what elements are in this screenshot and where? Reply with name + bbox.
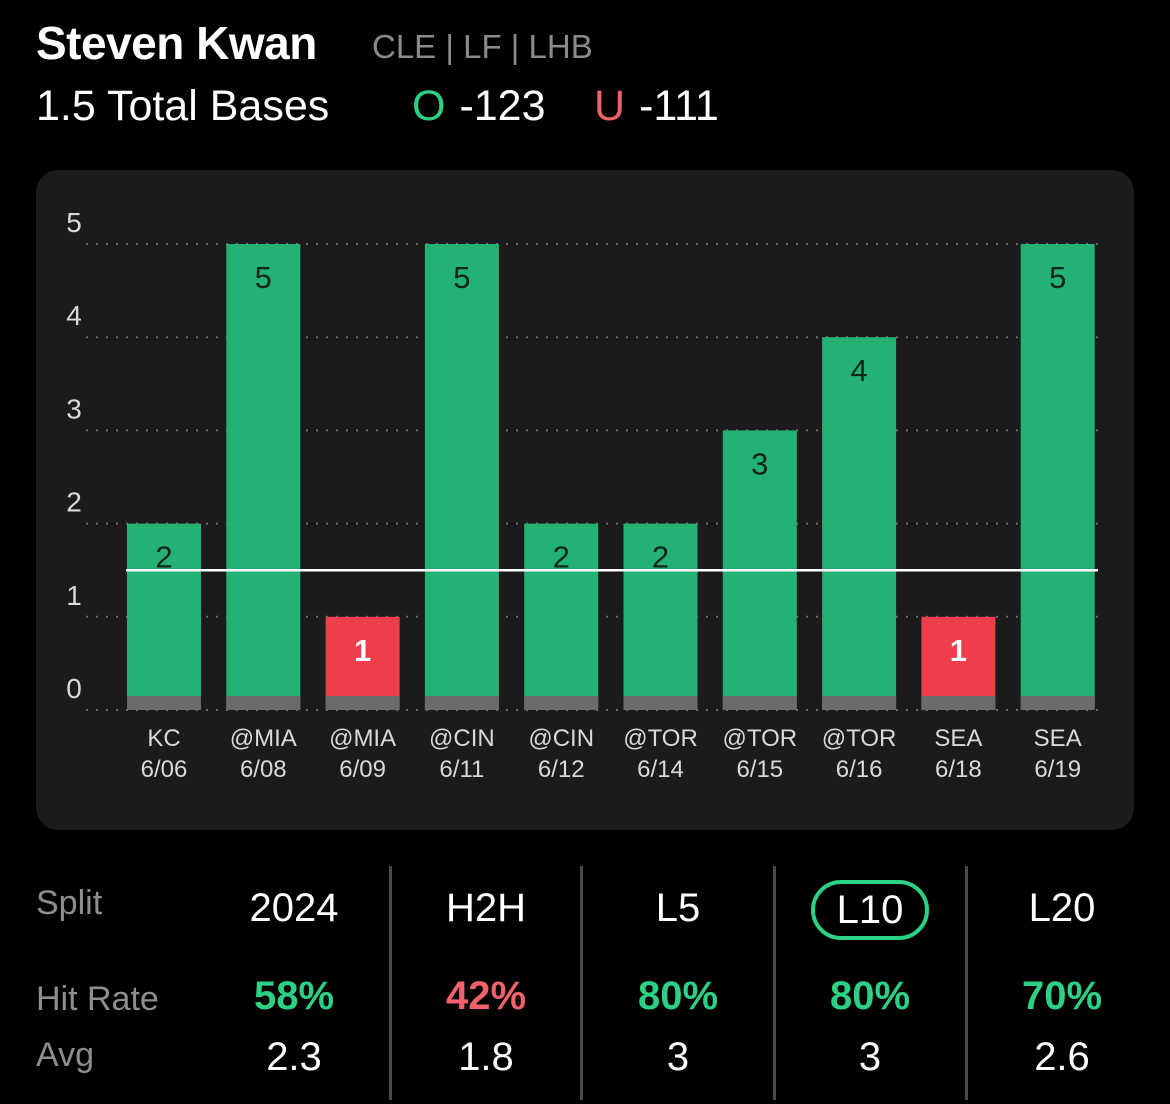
x-tick-date: 6/14 xyxy=(637,756,684,783)
x-tick-opponent: @CIN xyxy=(528,725,594,752)
avg-value: 3 xyxy=(666,1035,690,1079)
split-tab-l10[interactable]: L10 xyxy=(780,880,960,940)
avg-value: 2.3 xyxy=(266,1035,322,1079)
bar xyxy=(921,616,996,710)
bar-value-label: 5 xyxy=(1049,260,1066,295)
bar-value-label: 2 xyxy=(155,540,172,575)
bar-base xyxy=(524,696,599,710)
bar-base xyxy=(424,696,499,710)
bar-value-label: 2 xyxy=(553,540,570,575)
bar xyxy=(623,523,698,710)
x-tick-opponent: KC xyxy=(147,725,180,752)
split-row-label: Split xyxy=(36,884,103,922)
x-tick-opponent: @MIA xyxy=(230,725,297,752)
avg-row-label: Avg xyxy=(36,1036,94,1074)
avg-value: 3 xyxy=(858,1035,882,1079)
x-tick-opponent: @MIA xyxy=(329,725,396,752)
under-odds-value: -111 xyxy=(639,82,719,130)
x-tick-opponent: @CIN xyxy=(429,725,495,752)
player-meta: CLE | LF | LHB xyxy=(372,28,593,65)
x-tick-date: 6/09 xyxy=(339,756,386,783)
avg-value: 1.8 xyxy=(458,1035,514,1079)
y-tick-label: 1 xyxy=(66,580,82,611)
hit-rate-value: 80% xyxy=(829,974,911,1018)
bar xyxy=(524,523,599,710)
split-tab-l5[interactable]: L5 xyxy=(655,886,701,930)
x-tick-opponent: @TOR xyxy=(723,725,798,752)
game-log-chart: 0 1 2 3 4 5 2 KC 6/06 5 @MIA 6/08 1 @MIA 6/09 5 @CIN 6/11… xyxy=(36,170,1134,830)
bar-value-label: 1 xyxy=(354,633,371,668)
x-tick-opponent: @TOR xyxy=(822,725,897,752)
bar xyxy=(127,523,201,710)
bar-base xyxy=(1020,696,1095,710)
y-tick-label: 2 xyxy=(66,487,82,518)
column-divider xyxy=(773,866,776,1100)
x-tick-date: 6/08 xyxy=(240,756,287,783)
x-tick-date: 6/19 xyxy=(1034,756,1081,783)
bar-base xyxy=(325,696,400,710)
x-tick-date: 6/16 xyxy=(836,756,883,783)
under-odds[interactable]: U -111 xyxy=(594,82,719,131)
y-tick-label: 0 xyxy=(66,673,82,704)
y-tick-label: 3 xyxy=(66,393,82,424)
split-table: Split Hit Rate Avg 2024 58% 2.3 H2H 42% … xyxy=(0,860,1170,1104)
x-tick-date: 6/06 xyxy=(141,756,188,783)
over-letter: O xyxy=(412,82,446,130)
bar-value-label: 3 xyxy=(751,446,768,481)
bar-base xyxy=(226,696,301,710)
bar-base xyxy=(921,696,996,710)
hit-rate-value: 70% xyxy=(1021,974,1103,1018)
y-tick-label: 5 xyxy=(66,207,82,238)
bar xyxy=(226,244,301,710)
x-tick-date: 6/12 xyxy=(538,756,585,783)
bar-value-label: 4 xyxy=(850,353,867,388)
bar-base xyxy=(722,696,797,710)
column-divider xyxy=(580,866,583,1100)
split-tab-l20[interactable]: L20 xyxy=(1028,886,1096,930)
x-tick-opponent: @TOR xyxy=(623,725,698,752)
hit-rate-row-label: Hit Rate xyxy=(36,980,159,1018)
hit-rate-value: 80% xyxy=(637,974,719,1018)
bar xyxy=(424,244,499,710)
bar-value-label: 5 xyxy=(255,260,272,295)
over-odds[interactable]: O -123 xyxy=(412,82,546,131)
y-tick-label: 4 xyxy=(66,300,82,331)
x-tick-opponent: SEA xyxy=(934,725,982,752)
column-divider xyxy=(965,866,968,1100)
bar-value-label: 2 xyxy=(652,540,669,575)
bar-base xyxy=(623,696,698,710)
avg-value: 2.6 xyxy=(1034,1035,1090,1079)
x-tick-date: 6/18 xyxy=(935,756,982,783)
over-odds-value: -123 xyxy=(459,82,546,130)
bar-value-label: 5 xyxy=(453,260,470,295)
x-tick-date: 6/11 xyxy=(439,756,484,783)
bar-value-label: 1 xyxy=(950,633,967,668)
column-divider xyxy=(389,866,392,1100)
player-name: Steven Kwan xyxy=(36,17,317,69)
bar xyxy=(822,337,897,710)
split-tab-2024[interactable]: 2024 xyxy=(249,886,339,930)
bar xyxy=(325,616,400,710)
x-tick-opponent: SEA xyxy=(1034,725,1082,752)
hit-rate-value: 42% xyxy=(445,974,527,1018)
hit-rate-value: 58% xyxy=(253,974,335,1018)
split-tab-h2h[interactable]: H2H xyxy=(445,886,527,930)
x-tick-date: 6/15 xyxy=(736,756,783,783)
bar xyxy=(1020,244,1095,710)
bar-base xyxy=(822,696,897,710)
under-letter: U xyxy=(594,82,626,130)
chart-svg: 0 1 2 3 4 5 2 KC 6/06 5 @MIA 6/08 1 @MIA 6/09 5 @CIN 6/11… xyxy=(66,207,1104,783)
prop-line: 1.5 Total Bases xyxy=(36,82,330,130)
bar-base xyxy=(127,696,201,710)
